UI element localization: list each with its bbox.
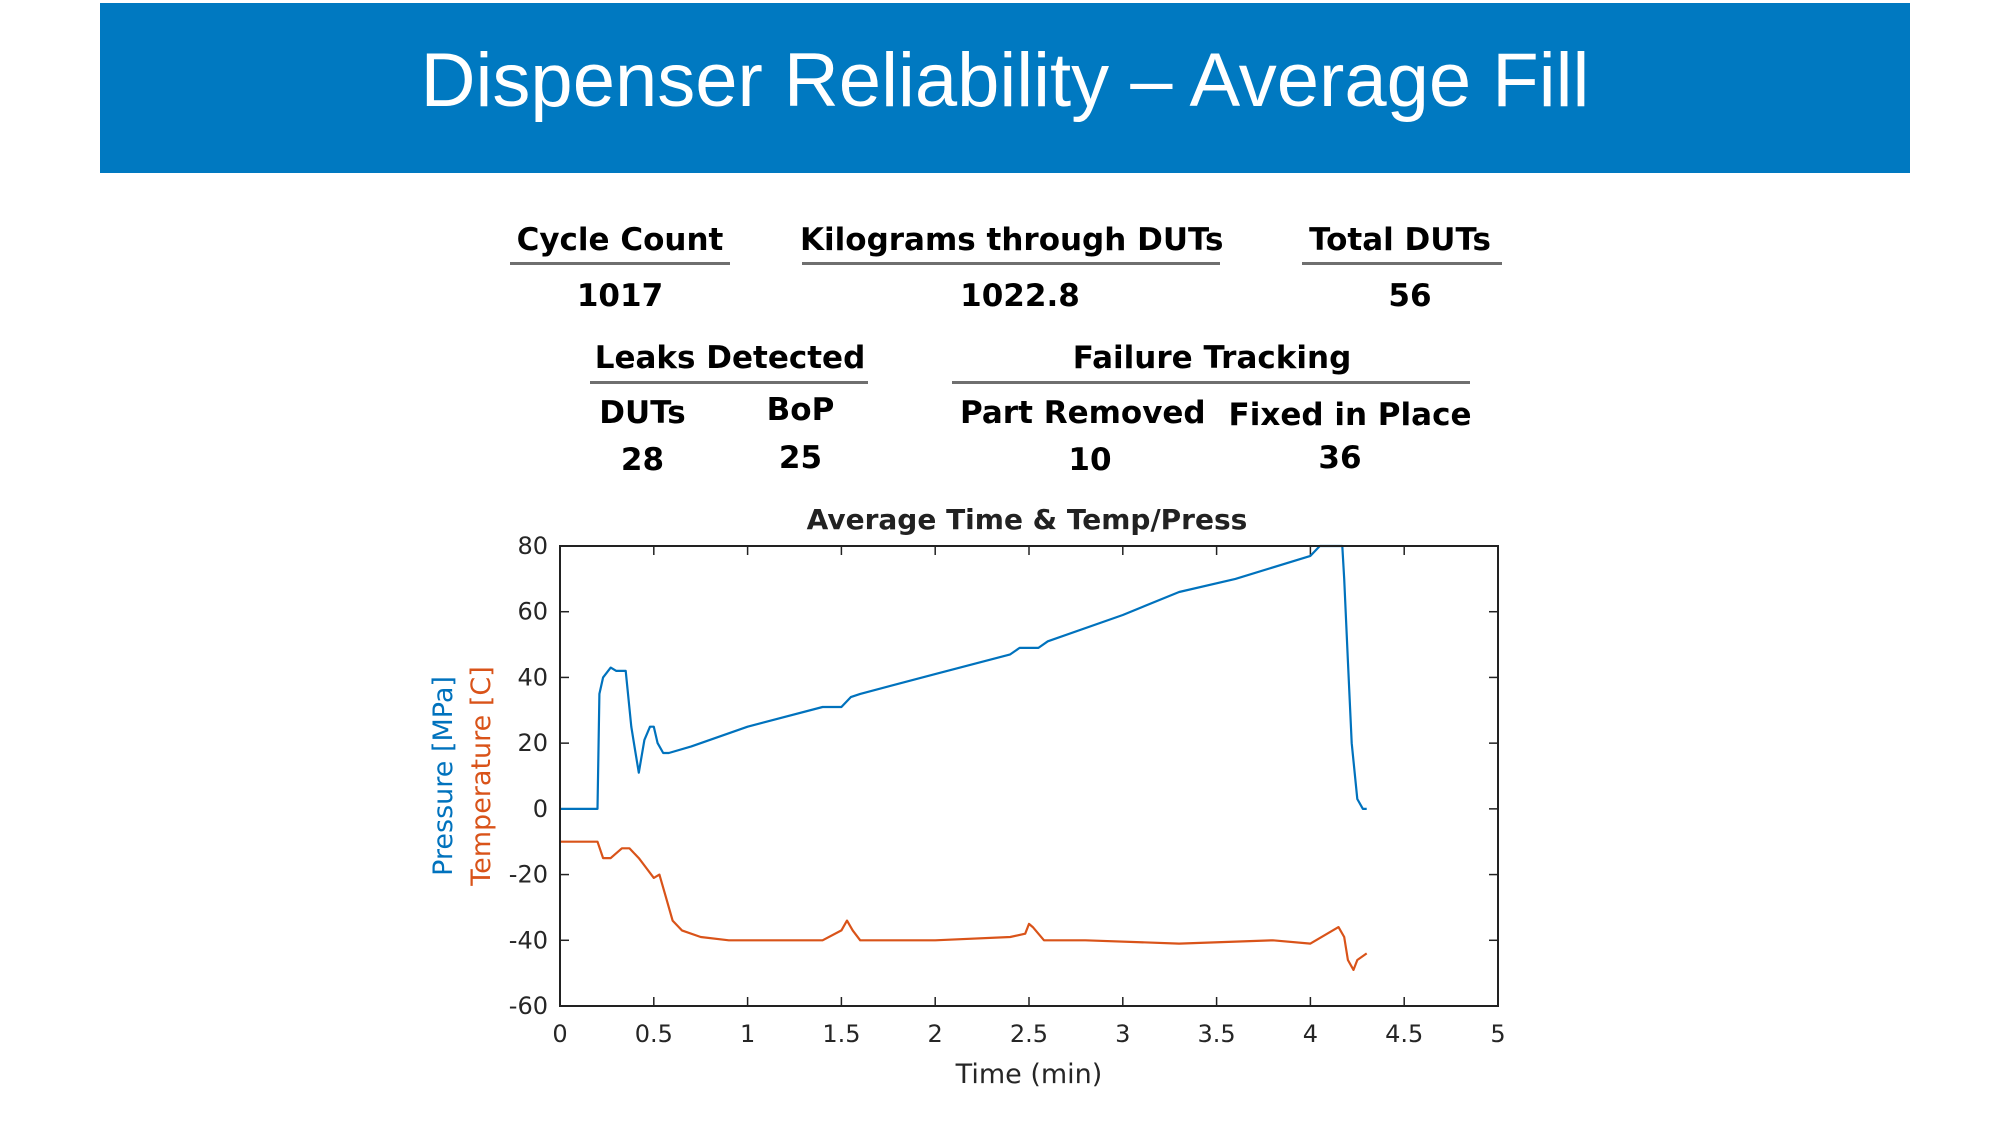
fixed-in-place-value: 36 xyxy=(1318,440,1362,476)
fixed-in-place-label: Fixed in Place xyxy=(1228,397,1472,433)
leaks-duts-value: 28 xyxy=(620,442,665,478)
total-duts-rule xyxy=(1302,262,1502,265)
plot-frame xyxy=(559,545,1499,1007)
leaks-duts-label: DUTs xyxy=(599,395,686,431)
x-tick-label: 4.5 xyxy=(1385,1020,1423,1048)
pressure-series-line xyxy=(560,544,1367,810)
x-tick-label: 4 xyxy=(1303,1020,1318,1048)
title-banner: Dispenser Reliability – Average Fill xyxy=(100,3,1910,173)
total-duts-label: Total DUTs xyxy=(1309,222,1491,258)
leaks-rule xyxy=(590,381,868,384)
kilograms-value: 1022.8 xyxy=(960,278,1080,314)
slide-title: Dispenser Reliability – Average Fill xyxy=(420,38,1590,123)
x-tick-label: 1.5 xyxy=(822,1020,860,1048)
x-tick-label: 3.5 xyxy=(1198,1020,1236,1048)
total-duts-value: 56 xyxy=(1388,278,1432,314)
x-tick-label: 2 xyxy=(928,1020,943,1048)
x-tick-label: 1 xyxy=(740,1020,755,1048)
y-tick-label: 80 xyxy=(517,532,548,560)
leaks-bop-value: 25 xyxy=(778,440,823,476)
y-tick-label: 0 xyxy=(533,795,548,823)
x-tick-label: 0.5 xyxy=(635,1020,673,1048)
cycle-count-label: Cycle Count xyxy=(516,222,724,258)
x-tick-label: 5 xyxy=(1490,1020,1505,1048)
x-tick-label: 3 xyxy=(1115,1020,1130,1048)
failure-tracking-label: Failure Tracking xyxy=(1072,340,1352,376)
leaks-label: Leaks Detected xyxy=(594,340,866,376)
cycle-count-value: 1017 xyxy=(576,278,664,314)
part-removed-label: Part Removed xyxy=(960,395,1206,431)
y-tick-label: -20 xyxy=(509,861,548,889)
kilograms-label: Kilograms through DUTs xyxy=(800,222,1224,258)
x-axis-label: Time (min) xyxy=(955,1059,1103,1090)
y-tick-label: 60 xyxy=(517,598,548,626)
x-tick-label: 0 xyxy=(552,1020,567,1048)
y-axis-label-temperature: Temperature [C] xyxy=(466,666,497,887)
y-tick-label: 40 xyxy=(517,663,548,691)
y-axis-label-pressure: Pressure [MPa] xyxy=(428,676,459,876)
y-tick-label: -60 xyxy=(509,992,548,1020)
failure-tracking-rule xyxy=(952,381,1470,384)
x-tick-label: 2.5 xyxy=(1010,1020,1048,1048)
chart-title: Average Time & Temp/Press xyxy=(807,503,1248,536)
cycle-count-rule xyxy=(510,262,730,265)
temperature-series-line xyxy=(560,840,1368,971)
y-tick-label: 20 xyxy=(517,729,548,757)
leaks-bop-label: BoP xyxy=(766,392,835,428)
y-tick-label: -40 xyxy=(509,926,548,954)
part-removed-value: 10 xyxy=(1068,442,1112,478)
kilograms-rule xyxy=(802,262,1220,265)
